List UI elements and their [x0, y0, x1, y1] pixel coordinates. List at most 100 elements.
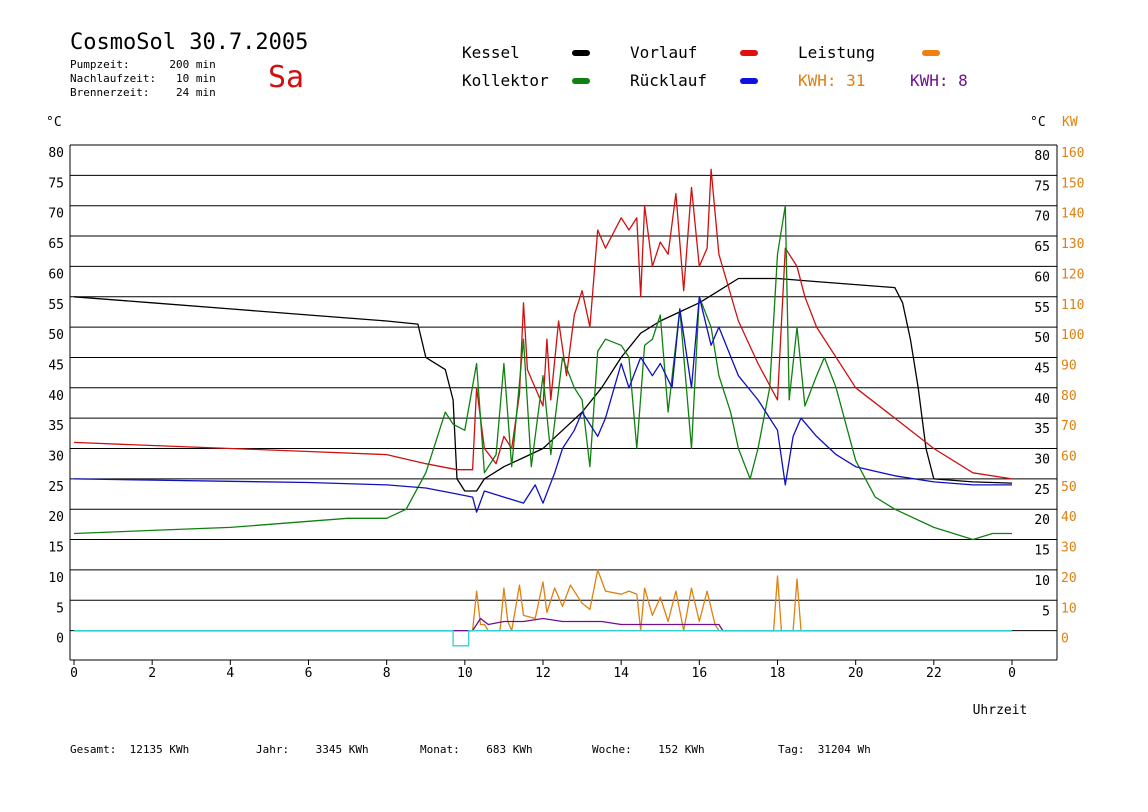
y-tick-label-left: 5	[56, 601, 64, 616]
series-lines	[73, 168, 1013, 647]
x-tick-label: 10	[457, 666, 473, 681]
footer-value: 12135 KWh	[129, 743, 190, 756]
y-tick-label-kw: 0	[1061, 632, 1069, 647]
y-tick-label-right: 70	[1034, 210, 1050, 225]
y-tick-label-kw: 160	[1061, 146, 1084, 161]
footer-value: 683 KWh	[486, 743, 533, 756]
series-line-pumpe	[74, 617, 1012, 632]
axes	[69, 145, 1058, 665]
y-tick-label-kw: 50	[1061, 480, 1077, 495]
legend-swatch-kollektor	[572, 78, 590, 84]
y-tick-label-right: 75	[1034, 179, 1050, 194]
y-tick-label-right: 40	[1034, 392, 1050, 407]
footer-label: Jahr:	[256, 743, 290, 756]
y-tick-label-kw: 90	[1061, 358, 1077, 373]
y-tick-label-left: 70	[48, 207, 64, 222]
series-line-kessel	[73, 277, 1013, 492]
y-tick-label-left: 45	[48, 358, 64, 373]
series-line-leistung	[74, 569, 1012, 632]
y-tick-label-kw: 80	[1061, 389, 1077, 404]
series-line-vorlauf	[73, 168, 1013, 480]
footer-monat: Monat: 683 KWh	[420, 743, 533, 756]
legend-leistung: Leistung	[798, 43, 876, 62]
legend-kwh-orange: KWH: 31	[798, 71, 866, 90]
footer-gesamt: Gesamt: 12135 KWh	[70, 743, 189, 756]
x-tick-label: 18	[770, 666, 786, 681]
y-axis-label-left: °C	[46, 115, 62, 130]
y-tick-label-left: 35	[48, 419, 64, 434]
y-tick-label-right: 45	[1034, 361, 1050, 376]
y-tick-label-right: 80	[1034, 149, 1050, 164]
footer-label: Monat:	[420, 743, 460, 756]
series-line-brenner	[74, 629, 1012, 647]
y-tick-label-kw: 10	[1061, 601, 1077, 616]
y-tick-label-right: 50	[1034, 331, 1050, 346]
y-tick-label-kw: 110	[1061, 298, 1084, 313]
legend-kwh-purple: KWH: 8	[910, 71, 968, 90]
info-pumpzeit: Pumpzeit: 200 min	[70, 58, 216, 71]
y-tick-label-left: 65	[48, 237, 64, 252]
info-label: Pumpzeit:	[70, 58, 130, 71]
footer-label: Tag:	[778, 743, 805, 756]
y-tick-label-kw: 20	[1061, 571, 1077, 586]
y-tick-label-right: 5	[1042, 604, 1050, 619]
x-tick-label: 16	[692, 666, 708, 681]
y-tick-label-kw: 70	[1061, 419, 1077, 434]
footer-jahr: Jahr: 3345 KWh	[256, 743, 369, 756]
series-line-kollektor	[73, 205, 1012, 541]
y-axis-label-right: °C	[1030, 115, 1046, 130]
grid-lines	[70, 144, 1057, 632]
y-tick-label-kw: 100	[1061, 328, 1084, 343]
series-line-ruecklauf	[73, 296, 1012, 513]
y-tick-label-left: 25	[48, 480, 64, 495]
weekday-label: Sa	[268, 60, 305, 95]
y-tick-label-kw: 120	[1061, 267, 1084, 282]
info-value: 200 min	[169, 58, 216, 71]
legend-kollektor: Kollektor	[462, 71, 549, 90]
info-value: 24 min	[175, 86, 216, 99]
x-tick-label: 4	[226, 666, 234, 681]
x-tick-label: 12	[535, 666, 551, 681]
y-tick-label-left: 50	[48, 328, 64, 343]
x-tick-label: 14	[613, 666, 629, 681]
legend-swatch-ruecklauf	[740, 78, 758, 84]
footer-label: Woche:	[592, 743, 632, 756]
y-tick-label-right: 15	[1034, 544, 1050, 559]
x-tick-label: 8	[383, 666, 391, 681]
info-label: Nachlaufzeit:	[70, 72, 157, 85]
y-tick-label-left: 20	[48, 510, 64, 525]
legend-swatch-vorlauf	[740, 50, 758, 56]
y-tick-label-left: 40	[48, 389, 64, 404]
y-tick-label-kw: 150	[1061, 176, 1084, 191]
x-tick-label: 0	[70, 666, 78, 681]
footer-value: 31204 Wh	[817, 743, 871, 756]
footer-tag: Tag: 31204 Wh	[778, 743, 871, 756]
y-tick-label-kw: 140	[1061, 207, 1084, 222]
info-nachlaufzeit: Nachlaufzeit: 10 min	[70, 72, 216, 85]
y-tick-label-left: 80	[48, 146, 64, 161]
y-tick-label-right: 60	[1034, 270, 1050, 285]
legend-kessel: Kessel	[462, 43, 520, 62]
y-tick-label-left: 75	[48, 176, 64, 191]
y-tick-label-left: 60	[48, 267, 64, 282]
footer-value: 3345 KWh	[315, 743, 369, 756]
y-tick-label-left: 10	[48, 571, 64, 586]
y-tick-label-right: 20	[1034, 513, 1050, 528]
footer-value: 152 KWh	[658, 743, 705, 756]
footer-label: Gesamt:	[70, 743, 117, 756]
x-tick-label: 0	[1008, 666, 1016, 681]
y-tick-label-left: 55	[48, 298, 64, 313]
x-tick-label: 20	[848, 666, 864, 681]
y-axis-label-kw: KW	[1062, 115, 1078, 130]
legend-ruecklauf: Rücklauf	[630, 71, 708, 90]
legend-vorlauf: Vorlauf	[630, 43, 698, 62]
y-tick-label-left: 15	[48, 541, 64, 556]
y-tick-label-kw: 40	[1061, 510, 1077, 525]
tick-labels: 0 2 4 6 8 10 12 14 16 18 20 22 080757065605550454035…	[48, 146, 1084, 681]
y-tick-label-left: 0	[56, 632, 64, 647]
x-tick-label: 22	[926, 666, 942, 681]
y-tick-label-kw: 130	[1061, 237, 1084, 252]
legend-swatch-kessel	[572, 50, 590, 56]
x-tick-label: 2	[148, 666, 156, 681]
